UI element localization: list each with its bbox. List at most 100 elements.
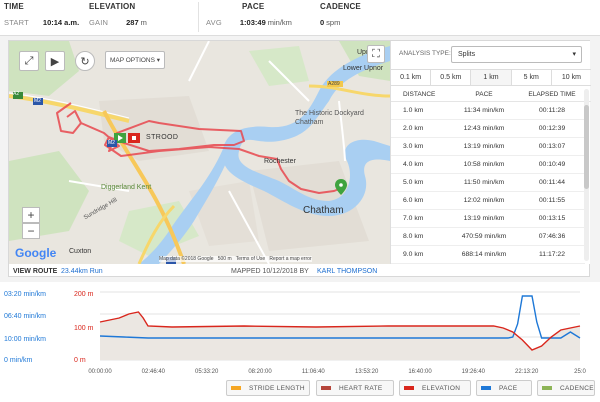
fullscreen-icon[interactable]: ⤢ xyxy=(19,51,39,71)
stat-elevation-label: GAIN xyxy=(89,18,109,27)
pace-axis-label: 0 min/km xyxy=(4,357,33,364)
map-canvas xyxy=(9,41,390,264)
road-label-m2-b: M2 xyxy=(108,140,115,146)
map-label-lower-upnor: Lower Upnor xyxy=(343,65,384,72)
split-elapsed: 11:17:22 xyxy=(539,251,565,258)
map-options-button[interactable]: MAP OPTIONS ▾ xyxy=(105,51,165,69)
map-label-rochester: Rochester xyxy=(264,158,296,165)
map-report-link[interactable]: Report a map error xyxy=(269,256,312,262)
table-row: 3.0 km 13:19 min/km 00:13:07 xyxy=(391,138,585,156)
legend-pace-label: PACE xyxy=(499,384,518,392)
stat-cadence-value: 0 xyxy=(320,18,325,27)
zoom-controls: + − xyxy=(22,207,42,247)
col-elapsed-time: ELAPSED TIME xyxy=(528,91,576,98)
zoom-in-button[interactable]: + xyxy=(22,207,40,223)
split-elapsed: 00:12:39 xyxy=(538,125,566,132)
col-distance: DISTANCE xyxy=(403,91,436,98)
x-tick-label: 19:26:40 xyxy=(462,369,486,375)
zoom-out-button[interactable]: − xyxy=(22,223,40,239)
splits-scrollbar[interactable] xyxy=(584,89,589,261)
stat-time: TIME START 10:14 a.m. xyxy=(4,2,79,27)
split-elapsed: 00:11:44 xyxy=(539,179,565,186)
legend-stride-length-label: STRIDE LENGTH xyxy=(249,384,305,392)
road-label-m2: M2 xyxy=(34,98,41,104)
legend-heart-rate-button[interactable]: HEART RATE xyxy=(316,380,394,396)
legend-elevation-button[interactable]: ELEVATION xyxy=(399,380,471,396)
split-elapsed: 00:11:28 xyxy=(539,107,565,114)
stat-cadence: CADENCE 0 spm xyxy=(320,2,361,27)
split-pace: 12:02 min/km xyxy=(463,197,505,204)
tab-0-5-km[interactable]: 0.5 km xyxy=(431,70,472,85)
stat-elevation: ELEVATION GAIN 287 m xyxy=(89,2,147,27)
pace-axis-label: 10:00 min/km xyxy=(4,336,46,343)
table-row: 5.0 km 11:50 min/km 00:11:44 xyxy=(391,174,585,192)
stat-pace-value: 1:03:49 xyxy=(239,18,266,27)
legend-stride-length-button[interactable]: STRIDE LENGTH xyxy=(226,380,310,396)
chart-canvas: 03:20 min/km 06:40 min/km 10:00 min/km 0 mi… xyxy=(4,291,586,375)
split-distance: 4.0 km xyxy=(403,161,424,168)
tab-0-1-km[interactable]: 0.1 km xyxy=(391,70,432,85)
map-panel: A2 M2 M2 A289 Upnor Lower Upnor The Hist… xyxy=(8,40,591,278)
stat-pace-label: AVG xyxy=(206,18,222,27)
legend-heart-rate-label: HEART RATE xyxy=(339,384,383,392)
elevation-axis-label: 200 m xyxy=(74,291,94,298)
google-logo-text: Google xyxy=(15,246,57,260)
map-options-label: MAP OPTIONS xyxy=(109,56,155,64)
legend-pace-swatch xyxy=(481,386,491,390)
view-route-label: VIEW ROUTE xyxy=(13,268,58,275)
table-row: 6.0 km 12:02 min/km 00:11:55 xyxy=(391,192,585,210)
x-tick-label: 25:0 xyxy=(574,369,586,375)
split-distance: 1.0 km xyxy=(403,107,424,114)
split-pace: 11:50 min/km xyxy=(463,179,505,186)
split-distance: 7.0 km xyxy=(403,215,424,222)
stat-time-heading: TIME xyxy=(4,2,24,11)
video-icon[interactable]: ▶ xyxy=(45,51,65,71)
stat-pace-unit: min/km xyxy=(267,18,292,27)
pace-axis-label: 06:40 min/km xyxy=(4,313,46,320)
legend-cadence-button[interactable]: CADENCE xyxy=(537,380,595,396)
map-fullscreen-toggle-icon[interactable]: ⛶ xyxy=(367,45,385,63)
split-distance: 2.0 km xyxy=(403,125,424,132)
splits-panel: ANALYSIS TYPE: Splits ▾ 0.1 km 0.5 km 1 … xyxy=(390,41,591,264)
stat-elevation-value: 287 xyxy=(126,18,139,27)
split-pace: 11:34 min/km xyxy=(463,107,505,114)
stat-pace: PACE AVG 1:03:49 min/km xyxy=(206,2,292,27)
map-label-strood: STROOD xyxy=(146,134,179,141)
legend-elevation-swatch xyxy=(404,386,414,390)
legend-pace-button[interactable]: PACE xyxy=(476,380,532,396)
split-pace: 10:58 min/km xyxy=(463,161,505,168)
stat-elevation-heading: ELEVATION xyxy=(89,2,136,11)
analysis-type-select[interactable]: Splits ▾ xyxy=(451,46,582,63)
x-tick-label: 02:46:40 xyxy=(142,369,166,375)
col-pace: PACE xyxy=(475,91,493,98)
split-elapsed: 00:10:49 xyxy=(538,161,566,168)
split-pace: 688:14 min/km xyxy=(461,251,507,258)
tab-1-km[interactable]: 1 km xyxy=(471,70,512,85)
map-scale: 500 m xyxy=(217,256,232,262)
stat-cadence-unit: spm xyxy=(326,18,341,27)
elevation-series-line xyxy=(99,311,581,351)
split-elapsed: 00:13:07 xyxy=(538,143,566,150)
author-link[interactable]: KARL THOMPSON xyxy=(317,268,378,275)
replay-icon[interactable]: ↻ xyxy=(75,51,95,71)
split-elapsed: 00:13:15 xyxy=(538,215,566,222)
stat-pace-heading: PACE xyxy=(242,2,265,11)
legend-cadence-label: CADENCE xyxy=(560,384,594,392)
stats-bar: TIME START 10:14 a.m. ELEVATION GAIN 287 m … xyxy=(0,0,600,36)
google-logo: Google xyxy=(15,246,56,260)
stat-time-value: 10:14 a.m. xyxy=(42,18,80,27)
pace-axis-label: 03:20 min/km xyxy=(4,291,46,298)
tab-5-km[interactable]: 5 km xyxy=(512,70,552,85)
table-row: 8.0 km 470:59 min/km 07:46:36 xyxy=(391,228,585,246)
route-info-bar: VIEW ROUTE 23.44km Run MAPPED 10/12/2018… xyxy=(9,264,589,278)
splits-scrollbar-thumb[interactable] xyxy=(584,105,589,189)
stat-cadence-heading: CADENCE xyxy=(320,2,361,11)
chevron-down-icon: ▾ xyxy=(572,51,576,58)
tab-10-km[interactable]: 10 km xyxy=(561,74,581,81)
map-terms-link[interactable]: Terms of Use xyxy=(235,256,266,262)
split-elapsed: 07:46:36 xyxy=(538,233,566,240)
route-link[interactable]: 23.44km Run xyxy=(61,268,103,275)
legend-stride-length-swatch xyxy=(231,386,241,390)
route-map[interactable]: A2 M2 M2 A289 Upnor Lower Upnor The Hist… xyxy=(9,41,390,264)
